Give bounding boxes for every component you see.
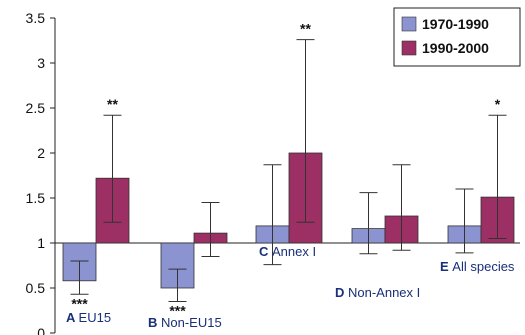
category-letter: E (440, 259, 452, 274)
category-label-B: B Non-EU15 (148, 315, 222, 330)
y-tick-label: 2.5 (26, 100, 46, 116)
legend-swatch-1990-2000 (401, 40, 417, 56)
y-tick-label: 1 (37, 235, 45, 251)
category-letter: B (148, 315, 161, 330)
category-label-A: A EU15 (66, 310, 111, 325)
category-name: All species (452, 259, 515, 274)
category-name: Annex I (272, 244, 316, 259)
category-name: Non-EU15 (161, 315, 222, 330)
category-name: EU15 (79, 310, 112, 325)
bars-layer (62, 39, 515, 302)
legend-label-1990-2000: 1990-2000 (422, 40, 489, 56)
significance-marker: *** (71, 295, 88, 311)
category-name: Non-Annex I (348, 285, 420, 300)
y-tick-label: 2 (37, 145, 45, 161)
legend-swatch-1970-1990 (401, 16, 417, 32)
y-tick-label: 3.5 (26, 10, 46, 26)
category-label-E: E All species (440, 259, 515, 274)
significance-marker: ** (107, 96, 118, 112)
significance-marker: * (495, 96, 501, 112)
significance-marker: ** (300, 21, 311, 37)
y-tick-label: 0 (37, 325, 45, 335)
legend: 1970-1990 1990-2000 (393, 7, 521, 67)
category-label-C: C Annex I (259, 244, 316, 259)
category-letter: D (335, 285, 348, 300)
legend-label-1970-1990: 1970-1990 (422, 16, 489, 32)
significance-marker: *** (169, 303, 186, 319)
category-letter: A (66, 310, 79, 325)
category-letter: C (259, 244, 272, 259)
y-tick-label: 0.5 (26, 280, 46, 296)
category-label-D: D Non-Annex I (335, 285, 420, 300)
y-tick-label: 1.5 (26, 190, 46, 206)
y-tick-label: 3 (37, 55, 45, 71)
